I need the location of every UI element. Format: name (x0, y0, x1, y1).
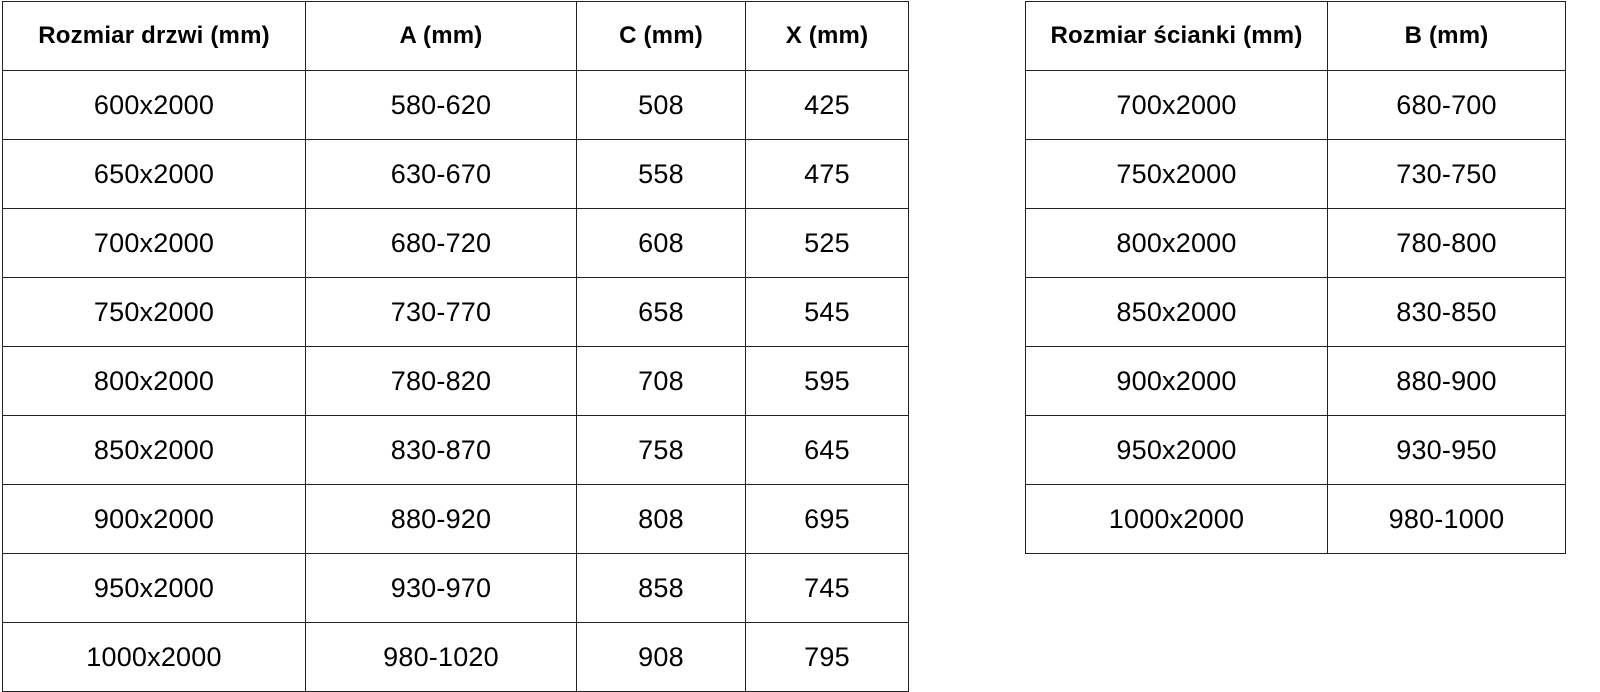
column-header-wall-size: Rozmiar ścianki (mm) (1025, 1, 1328, 71)
cell-wall-size: 950x2000 (1025, 415, 1328, 485)
table-row: 900x2000 880-900 (1025, 346, 1566, 416)
cell-a: 830-870 (305, 415, 577, 485)
cell-a: 630-670 (305, 139, 577, 209)
table-row: 900x2000 880-920 808 695 (2, 484, 909, 554)
cell-x: 545 (745, 277, 909, 347)
column-header-a: A (mm) (305, 1, 577, 71)
table-row: 950x2000 930-950 (1025, 415, 1566, 485)
cell-x: 595 (745, 346, 909, 416)
cell-x: 475 (745, 139, 909, 209)
cell-door-size: 850x2000 (2, 415, 306, 485)
table-header-row: Rozmiar ścianki (mm) B (mm) (1025, 1, 1566, 71)
table-row: 700x2000 680-720 608 525 (2, 208, 909, 278)
cell-wall-size: 900x2000 (1025, 346, 1328, 416)
door-dimensions-table: Rozmiar drzwi (mm) A (mm) C (mm) X (mm) … (2, 1, 909, 692)
column-header-c: C (mm) (576, 1, 746, 71)
cell-c: 608 (576, 208, 746, 278)
table-row: 750x2000 730-750 (1025, 139, 1566, 209)
cell-a: 980-1020 (305, 622, 577, 692)
table-row: 850x2000 830-850 (1025, 277, 1566, 347)
cell-x: 425 (745, 70, 909, 140)
cell-wall-size: 850x2000 (1025, 277, 1328, 347)
cell-door-size: 1000x2000 (2, 622, 306, 692)
table-row: 1000x2000 980-1020 908 795 (2, 622, 909, 692)
cell-b: 730-750 (1327, 139, 1566, 209)
cell-c: 658 (576, 277, 746, 347)
cell-a: 680-720 (305, 208, 577, 278)
table-row: 750x2000 730-770 658 545 (2, 277, 909, 347)
table-row: 800x2000 780-800 (1025, 208, 1566, 278)
cell-c: 708 (576, 346, 746, 416)
cell-door-size: 900x2000 (2, 484, 306, 554)
cell-b: 830-850 (1327, 277, 1566, 347)
cell-a: 880-920 (305, 484, 577, 554)
cell-door-size: 750x2000 (2, 277, 306, 347)
table-row: 850x2000 830-870 758 645 (2, 415, 909, 485)
table-row: 1000x2000 980-1000 (1025, 484, 1566, 554)
cell-b: 780-800 (1327, 208, 1566, 278)
cell-wall-size: 700x2000 (1025, 70, 1328, 140)
cell-c: 758 (576, 415, 746, 485)
cell-b: 980-1000 (1327, 484, 1566, 554)
cell-x: 745 (745, 553, 909, 623)
cell-c: 908 (576, 622, 746, 692)
cell-c: 558 (576, 139, 746, 209)
cell-x: 795 (745, 622, 909, 692)
cell-door-size: 650x2000 (2, 139, 306, 209)
table-row: 700x2000 680-700 (1025, 70, 1566, 140)
cell-x: 645 (745, 415, 909, 485)
cell-door-size: 800x2000 (2, 346, 306, 416)
table-row: 800x2000 780-820 708 595 (2, 346, 909, 416)
table-row: 650x2000 630-670 558 475 (2, 139, 909, 209)
column-header-door-size: Rozmiar drzwi (mm) (2, 1, 306, 71)
cell-b: 680-700 (1327, 70, 1566, 140)
cell-c: 858 (576, 553, 746, 623)
cell-c: 808 (576, 484, 746, 554)
cell-wall-size: 1000x2000 (1025, 484, 1328, 554)
table-row: 950x2000 930-970 858 745 (2, 553, 909, 623)
cell-b: 880-900 (1327, 346, 1566, 416)
cell-door-size: 950x2000 (2, 553, 306, 623)
cell-door-size: 700x2000 (2, 208, 306, 278)
cell-b: 930-950 (1327, 415, 1566, 485)
wall-panel-dimensions-table: Rozmiar ścianki (mm) B (mm) 700x2000 680… (1025, 1, 1566, 554)
cell-c: 508 (576, 70, 746, 140)
cell-a: 780-820 (305, 346, 577, 416)
cell-a: 580-620 (305, 70, 577, 140)
cell-a: 730-770 (305, 277, 577, 347)
cell-x: 525 (745, 208, 909, 278)
column-header-b: B (mm) (1327, 1, 1566, 71)
table-row: 600x2000 580-620 508 425 (2, 70, 909, 140)
cell-wall-size: 750x2000 (1025, 139, 1328, 209)
table-header-row: Rozmiar drzwi (mm) A (mm) C (mm) X (mm) (2, 1, 909, 71)
cell-x: 695 (745, 484, 909, 554)
cell-a: 930-970 (305, 553, 577, 623)
cell-door-size: 600x2000 (2, 70, 306, 140)
column-header-x: X (mm) (745, 1, 909, 71)
cell-wall-size: 800x2000 (1025, 208, 1328, 278)
